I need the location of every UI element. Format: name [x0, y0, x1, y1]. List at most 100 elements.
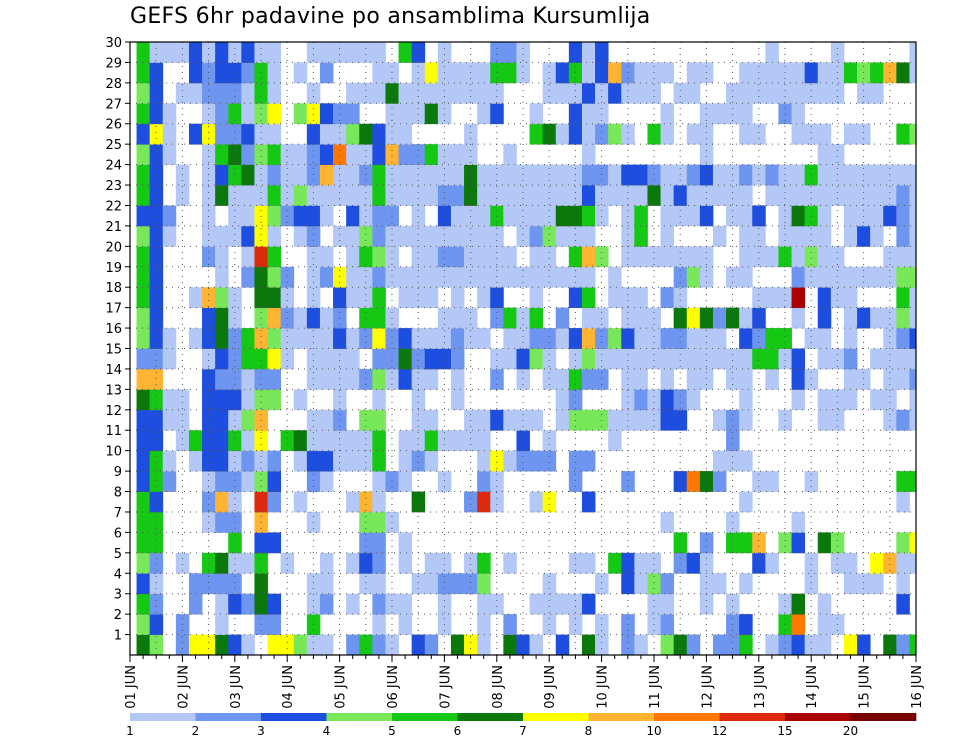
cell	[254, 185, 268, 206]
cell	[791, 62, 806, 84]
cell	[857, 634, 871, 656]
cell	[529, 634, 544, 656]
cell	[477, 430, 491, 452]
cell	[529, 307, 544, 329]
cell	[464, 430, 478, 452]
cell	[450, 144, 465, 165]
cell	[909, 552, 917, 574]
cell	[896, 491, 910, 513]
cell	[896, 307, 910, 329]
cell	[215, 82, 229, 104]
cell	[555, 225, 570, 247]
cell	[202, 205, 216, 227]
cell	[437, 246, 452, 268]
cell	[817, 389, 832, 411]
cell	[149, 82, 164, 104]
cell	[686, 307, 701, 329]
cell	[254, 205, 268, 227]
cell	[673, 205, 688, 227]
cell	[739, 185, 753, 206]
cell	[503, 205, 517, 227]
cell	[516, 42, 530, 63]
cell	[162, 205, 177, 227]
cell	[424, 164, 439, 186]
y-tick-label: 19	[105, 261, 122, 276]
cell	[896, 348, 910, 370]
cell	[359, 123, 373, 145]
cell	[424, 82, 439, 104]
cell	[817, 62, 832, 84]
cell	[202, 573, 216, 595]
cell	[857, 205, 871, 227]
colorbar-swatch	[195, 713, 262, 721]
cell	[699, 185, 714, 206]
cell	[254, 287, 268, 309]
cell	[817, 225, 832, 247]
cell	[254, 593, 268, 615]
cell	[791, 634, 806, 656]
cell	[503, 328, 517, 349]
cell	[660, 593, 675, 615]
cell	[254, 450, 268, 472]
cell	[686, 205, 701, 227]
cell	[385, 328, 399, 349]
cell	[739, 82, 753, 104]
cell	[464, 123, 478, 145]
cell	[241, 593, 255, 615]
cell	[817, 266, 832, 288]
cell	[712, 328, 727, 349]
cell	[372, 287, 386, 309]
cell	[765, 287, 779, 309]
cell	[581, 634, 596, 656]
cell	[215, 491, 229, 513]
cell	[477, 185, 491, 206]
cell	[739, 123, 753, 145]
cell	[398, 164, 413, 186]
x-tick-label: 15 JUN	[858, 665, 873, 709]
cell	[909, 246, 917, 268]
cell	[202, 328, 216, 349]
cell	[673, 164, 688, 186]
cell	[883, 389, 897, 411]
cell	[804, 246, 819, 268]
cell	[437, 471, 452, 492]
cell	[673, 287, 688, 309]
cell	[411, 164, 426, 186]
cell	[372, 205, 386, 227]
cell	[136, 62, 151, 84]
cell	[516, 328, 530, 349]
cell	[162, 123, 177, 145]
cell	[477, 573, 491, 595]
cell	[136, 593, 151, 615]
cell	[241, 552, 255, 574]
cell	[542, 430, 557, 452]
cell	[699, 123, 714, 145]
cell	[699, 205, 714, 227]
cell	[739, 328, 753, 349]
cell	[581, 552, 596, 574]
cell	[162, 103, 177, 125]
cell	[778, 103, 792, 125]
cell	[503, 62, 517, 84]
cell	[581, 307, 596, 329]
cell	[765, 348, 779, 370]
x-tick-label: 11 JUN	[648, 665, 663, 709]
cell	[699, 348, 714, 370]
cell	[372, 532, 386, 554]
cell	[149, 287, 164, 309]
cell	[398, 614, 413, 635]
cell	[346, 634, 360, 656]
y-tick-label: 21	[105, 220, 122, 235]
cell	[215, 287, 229, 309]
cell	[424, 328, 439, 349]
cell	[202, 634, 216, 656]
cell	[621, 287, 635, 309]
cell	[398, 42, 413, 63]
cell	[555, 389, 570, 411]
y-tick-label: 17	[105, 302, 122, 317]
cell	[516, 430, 530, 452]
cell	[477, 409, 491, 431]
cell	[883, 552, 897, 574]
cell	[149, 185, 164, 206]
cell	[490, 348, 504, 370]
